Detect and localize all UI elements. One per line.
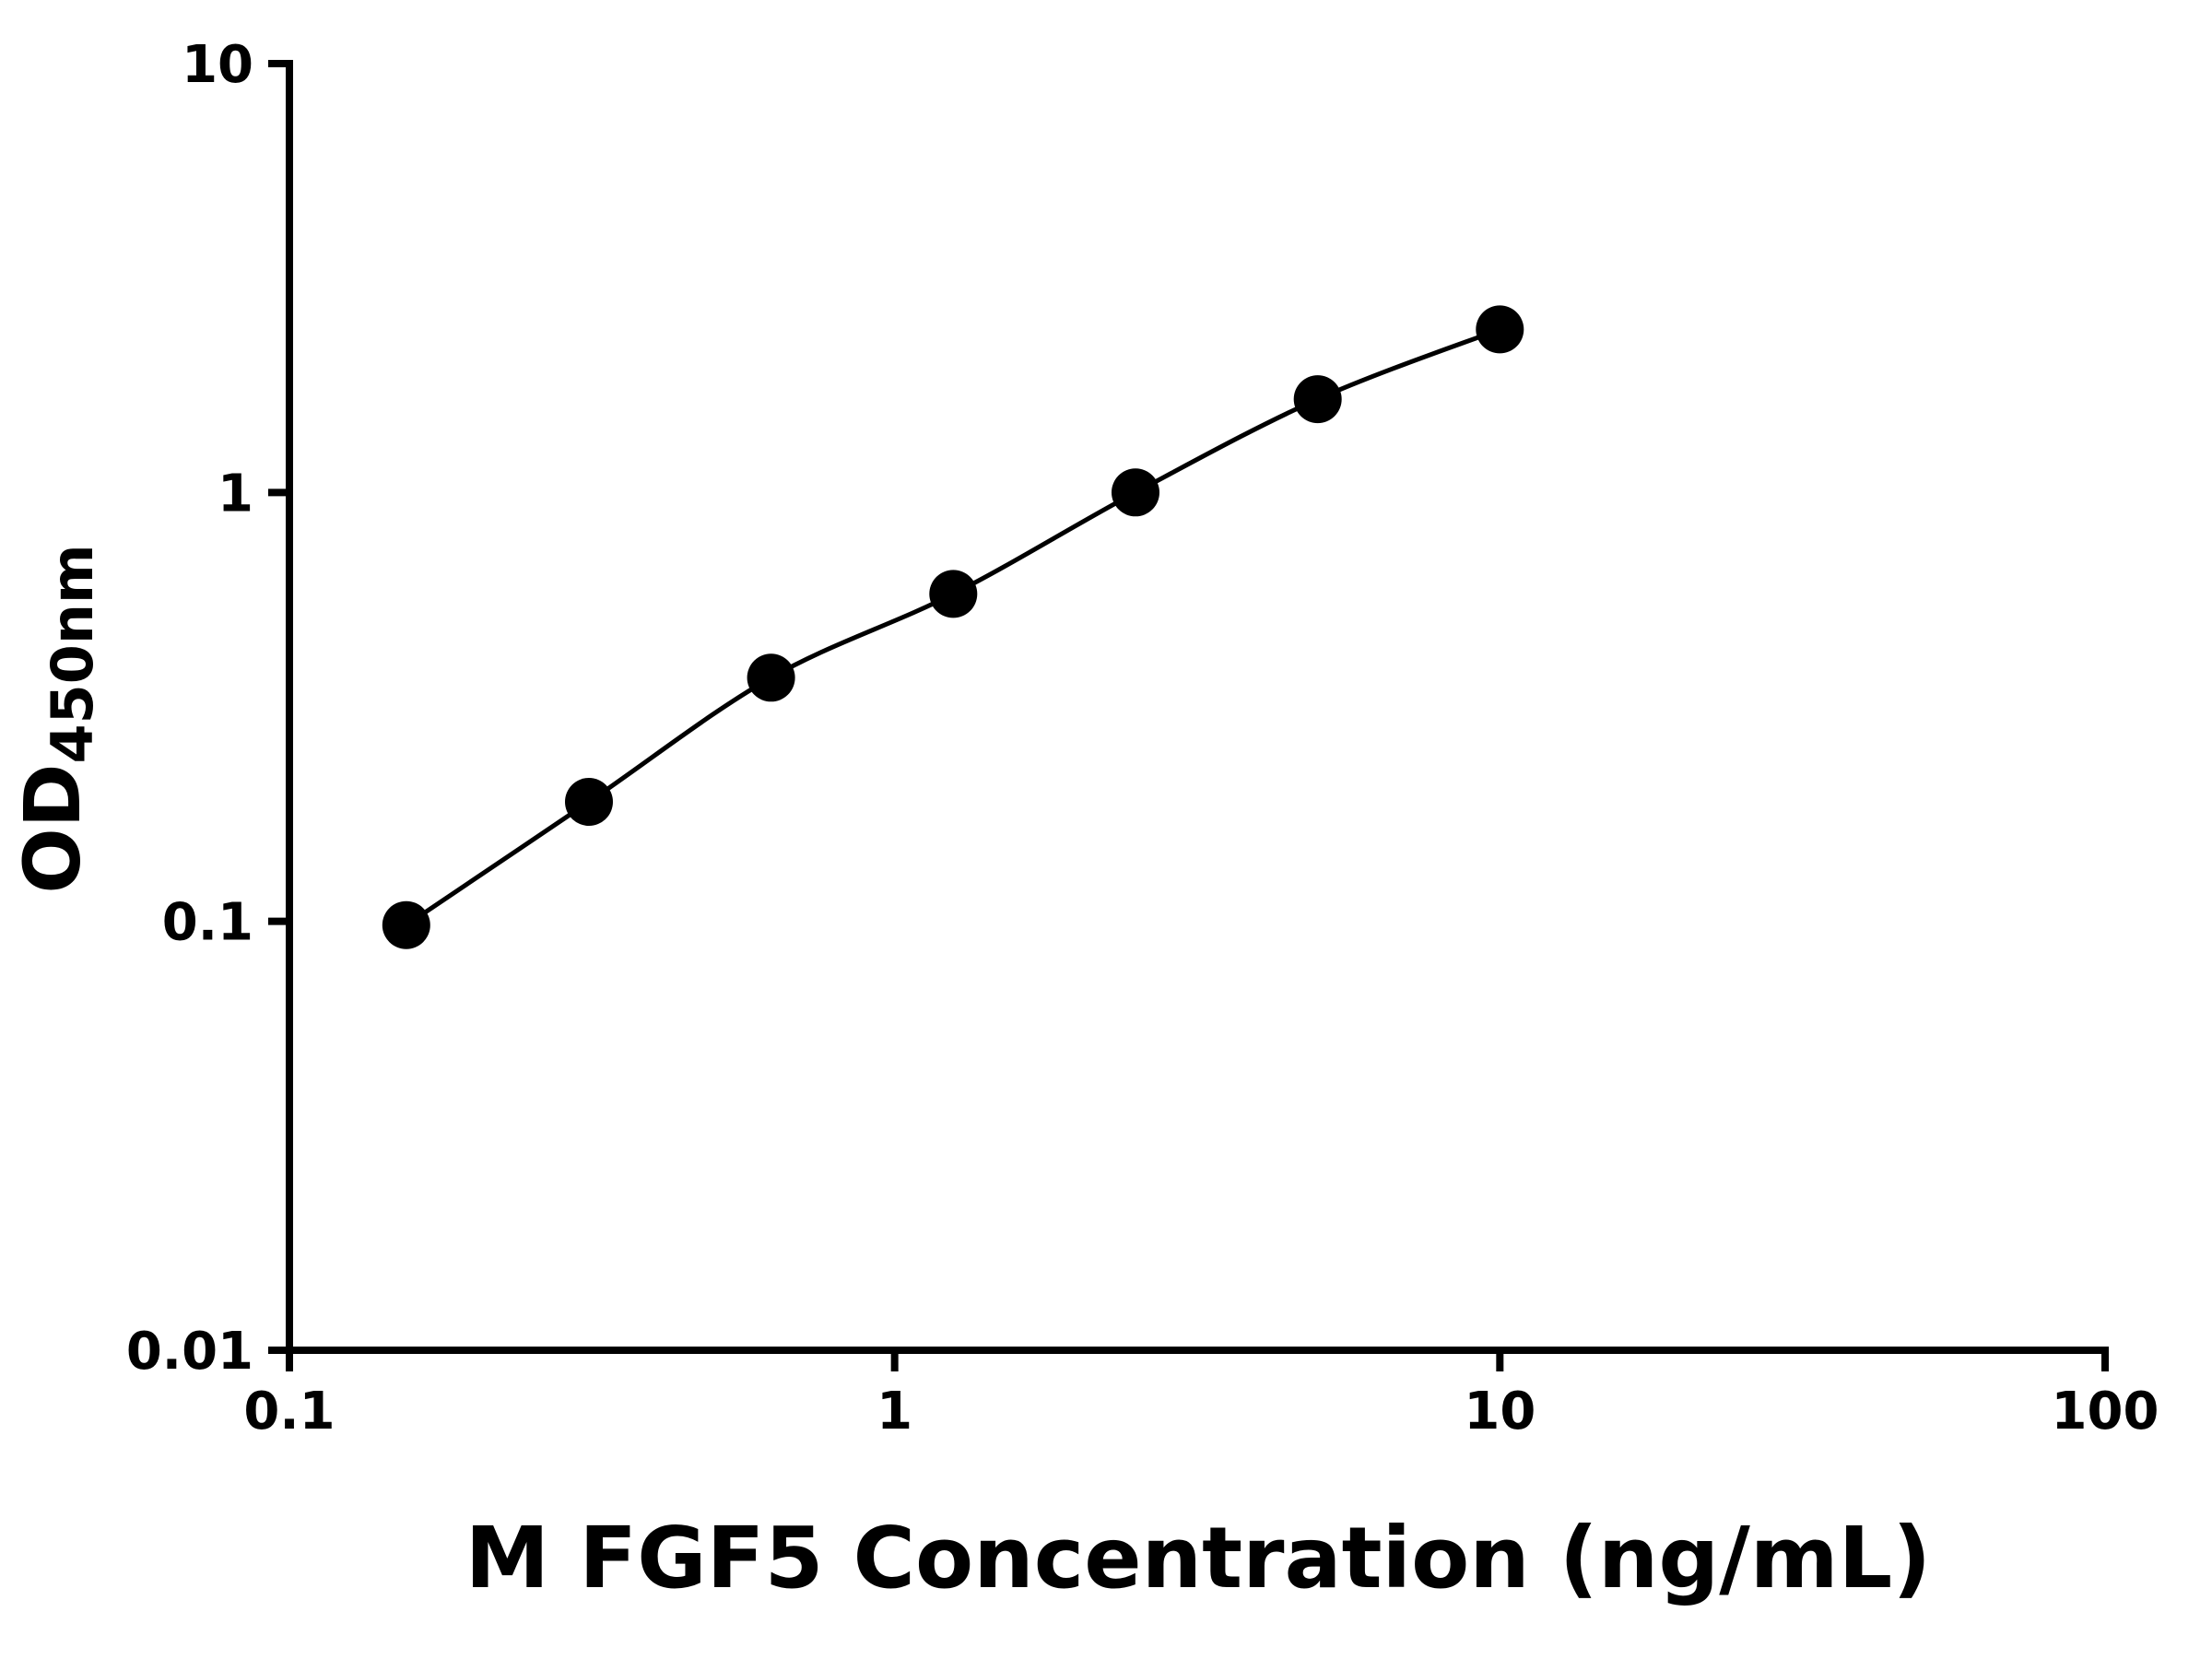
y-tick-label: 1 [218, 464, 253, 524]
x-tick-label: 10 [1464, 1382, 1535, 1441]
y-tick-label: 0.1 [162, 893, 253, 953]
data-point [565, 778, 613, 826]
y-axis-title: OD450nm [7, 544, 106, 893]
x-tick-label: 1 [877, 1382, 912, 1441]
x-tick-label: 100 [2052, 1382, 2159, 1441]
data-point [1476, 305, 1524, 354]
data-point [382, 900, 430, 949]
data-layer [382, 305, 1524, 949]
y-tick-label: 10 [182, 35, 253, 95]
axis-lines [286, 60, 2109, 1354]
data-point [1112, 468, 1159, 517]
data-point [1293, 375, 1342, 424]
y-axis-title-main: OD [7, 764, 98, 894]
x-axis-title: M FGF5 Concentration (ng/mL) [465, 1509, 1932, 1607]
data-point [747, 653, 795, 702]
curve-line [405, 327, 1501, 927]
y-tick-label: 0.01 [126, 1322, 253, 1382]
y-axis-title-sub: 450nm [39, 544, 106, 763]
data-point [929, 570, 978, 618]
x-tick-label: 0.1 [243, 1382, 335, 1441]
